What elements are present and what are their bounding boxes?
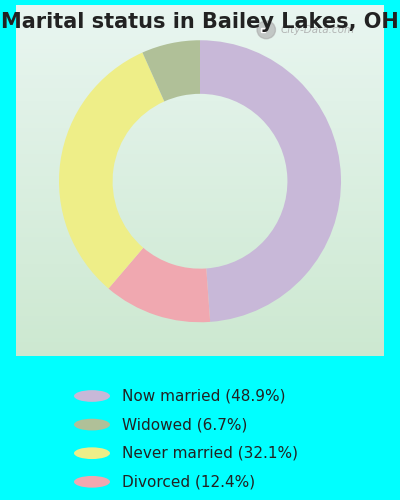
Bar <box>16 206 384 211</box>
Wedge shape <box>142 40 200 102</box>
Bar <box>16 66 384 71</box>
Text: Now married (48.9%): Now married (48.9%) <box>122 388 286 404</box>
Bar <box>16 145 384 150</box>
Bar <box>16 325 384 330</box>
Bar <box>16 264 384 268</box>
Bar <box>16 184 384 189</box>
Text: Widowed (6.7%): Widowed (6.7%) <box>122 417 247 432</box>
Bar <box>16 338 384 342</box>
Bar <box>16 228 384 233</box>
Circle shape <box>257 21 276 38</box>
Bar <box>16 220 384 224</box>
Bar <box>16 294 384 298</box>
Bar <box>16 312 384 316</box>
Bar <box>16 114 384 119</box>
Bar <box>16 97 384 102</box>
Bar <box>16 124 384 128</box>
Bar <box>16 106 384 110</box>
Bar <box>16 259 384 264</box>
Bar <box>16 32 384 36</box>
Bar <box>16 194 384 198</box>
Circle shape <box>74 419 110 430</box>
Bar <box>16 62 384 66</box>
Bar <box>16 347 384 351</box>
Bar <box>16 75 384 80</box>
Bar <box>16 154 384 158</box>
Bar <box>16 128 384 132</box>
Bar <box>16 176 384 180</box>
Bar <box>16 276 384 281</box>
Bar <box>16 92 384 97</box>
Bar <box>16 180 384 184</box>
Bar <box>16 5 384 10</box>
Bar <box>16 303 384 308</box>
Bar <box>16 40 384 44</box>
Bar <box>16 70 384 75</box>
Bar <box>16 14 384 18</box>
Bar <box>16 102 384 106</box>
Bar <box>16 119 384 124</box>
Bar <box>16 242 384 246</box>
Bar <box>16 233 384 237</box>
Bar <box>16 49 384 54</box>
Wedge shape <box>59 52 164 288</box>
Bar <box>16 18 384 22</box>
Bar <box>16 110 384 114</box>
Bar <box>16 44 384 49</box>
Circle shape <box>74 390 110 402</box>
Bar <box>16 58 384 62</box>
Wedge shape <box>200 40 341 322</box>
Bar <box>16 320 384 325</box>
Bar <box>16 211 384 216</box>
Circle shape <box>74 476 110 488</box>
Text: Marital status in Bailey Lakes, OH: Marital status in Bailey Lakes, OH <box>1 12 399 32</box>
Bar <box>16 237 384 242</box>
Bar <box>16 224 384 228</box>
Bar <box>16 150 384 154</box>
Bar <box>16 141 384 146</box>
Bar <box>16 351 384 356</box>
Bar <box>16 80 384 84</box>
Bar <box>16 246 384 250</box>
Bar <box>16 198 384 202</box>
Bar <box>16 330 384 334</box>
Bar <box>16 250 384 255</box>
Bar <box>16 316 384 320</box>
Bar <box>16 281 384 285</box>
Bar <box>16 308 384 312</box>
Bar <box>16 167 384 172</box>
Bar <box>16 163 384 167</box>
Bar <box>16 172 384 176</box>
Bar <box>16 158 384 163</box>
Text: City-Data.com: City-Data.com <box>281 25 355 35</box>
Bar <box>16 334 384 338</box>
Bar <box>16 88 384 92</box>
Bar <box>16 10 384 14</box>
Bar <box>16 36 384 40</box>
Bar <box>16 132 384 136</box>
Circle shape <box>74 448 110 459</box>
Bar <box>16 298 384 303</box>
Bar <box>16 84 384 88</box>
Bar <box>16 255 384 259</box>
Bar <box>16 216 384 220</box>
Bar <box>16 27 384 32</box>
Bar <box>16 290 384 294</box>
Bar <box>16 53 384 58</box>
Bar <box>16 342 384 347</box>
Bar <box>16 22 384 27</box>
Text: Divorced (12.4%): Divorced (12.4%) <box>122 474 255 490</box>
Bar <box>16 268 384 272</box>
Bar <box>16 272 384 276</box>
Bar <box>16 202 384 206</box>
Wedge shape <box>108 248 210 322</box>
Text: Never married (32.1%): Never married (32.1%) <box>122 446 298 460</box>
Bar <box>16 286 384 290</box>
Bar <box>16 136 384 141</box>
Bar <box>16 189 384 194</box>
